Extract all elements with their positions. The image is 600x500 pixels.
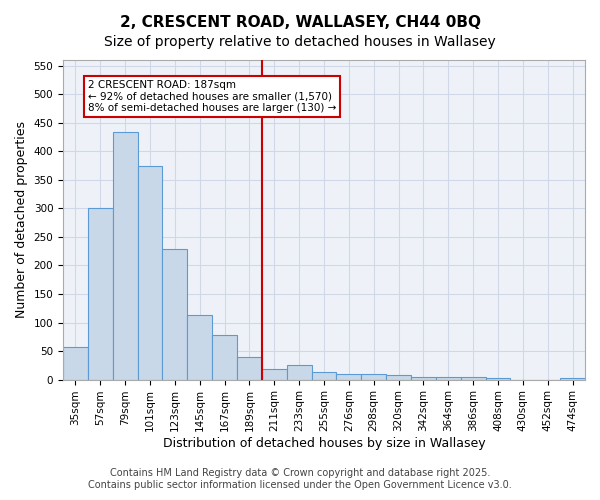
Bar <box>386 375 411 380</box>
Bar <box>287 366 311 380</box>
Text: Size of property relative to detached houses in Wallasey: Size of property relative to detached ho… <box>104 35 496 49</box>
Bar <box>411 376 436 380</box>
Text: 2, CRESCENT ROAD, WALLASEY, CH44 0BQ: 2, CRESCENT ROAD, WALLASEY, CH44 0BQ <box>119 15 481 30</box>
Bar <box>485 378 511 380</box>
Bar <box>163 250 187 380</box>
Bar <box>461 378 485 380</box>
Bar <box>262 370 287 380</box>
Bar <box>337 374 361 380</box>
Bar <box>212 335 237 380</box>
Y-axis label: Number of detached properties: Number of detached properties <box>15 122 28 318</box>
Bar <box>436 378 461 380</box>
Bar <box>187 315 212 380</box>
Text: Contains HM Land Registry data © Crown copyright and database right 2025.
Contai: Contains HM Land Registry data © Crown c… <box>88 468 512 490</box>
Bar <box>560 378 585 380</box>
Bar <box>361 374 386 380</box>
Bar <box>137 166 163 380</box>
X-axis label: Distribution of detached houses by size in Wallasey: Distribution of detached houses by size … <box>163 437 485 450</box>
Bar <box>63 347 88 380</box>
Bar <box>88 208 113 380</box>
Bar <box>237 357 262 380</box>
Bar <box>113 132 137 380</box>
Bar <box>311 372 337 380</box>
Text: 2 CRESCENT ROAD: 187sqm
← 92% of detached houses are smaller (1,570)
8% of semi-: 2 CRESCENT ROAD: 187sqm ← 92% of detache… <box>88 80 336 113</box>
